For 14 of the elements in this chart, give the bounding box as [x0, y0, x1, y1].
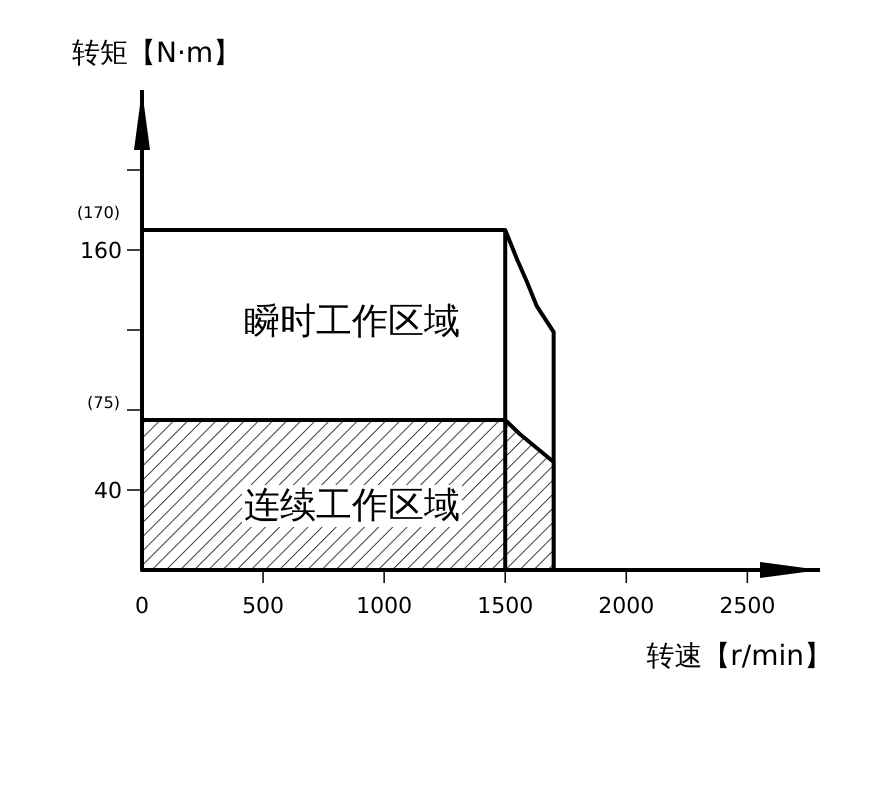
x-tick-label: 500	[242, 594, 284, 619]
y-tick-label: 40	[94, 479, 122, 504]
x-tick-label: 1000	[356, 594, 412, 619]
y-tick-label: 160	[80, 239, 122, 264]
x-tick-label: 1500	[477, 594, 534, 619]
x-tick-label: 2000	[598, 594, 654, 619]
x-axis-title: 转速【r/min】	[646, 639, 832, 672]
annotation: (170)	[76, 203, 120, 222]
y-axis-title: 转矩【N·m】	[72, 36, 242, 69]
annotation: (75)	[87, 393, 120, 412]
annotation: 连续工作区域	[244, 485, 460, 526]
annotation: 瞬时工作区域	[244, 301, 460, 342]
x-tick-label: 0	[135, 594, 149, 619]
x-tick-label: 2500	[719, 594, 776, 619]
